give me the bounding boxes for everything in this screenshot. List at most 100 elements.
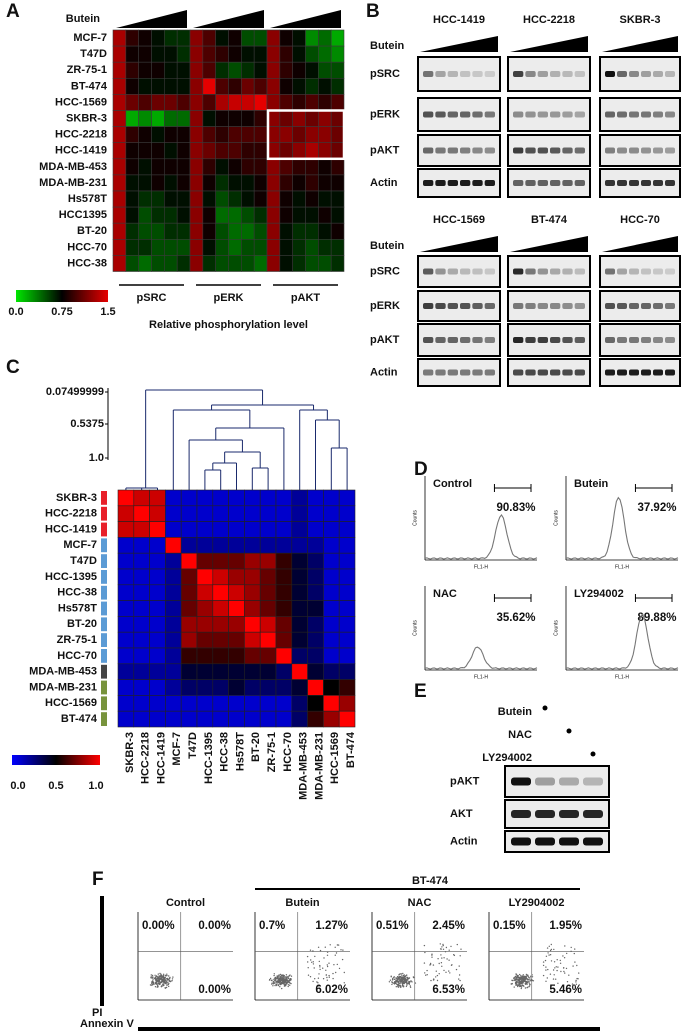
group-bar — [101, 617, 107, 632]
event-dot — [442, 948, 445, 950]
blot-band — [537, 180, 548, 186]
matrix-cell — [228, 600, 245, 617]
matrix-cell — [117, 600, 135, 617]
matrix-cell — [196, 521, 214, 538]
event-dot — [312, 961, 314, 963]
blot-band — [617, 303, 627, 309]
matrix-cell — [275, 521, 293, 538]
event-dot — [151, 974, 154, 977]
label: NAC — [408, 897, 432, 909]
heatmap-cell — [112, 239, 127, 256]
event-dot — [519, 985, 521, 988]
matrix-cell — [228, 616, 245, 633]
heatmap-cell — [125, 110, 139, 127]
label: MCF-7 — [73, 32, 107, 44]
event-dot — [559, 962, 562, 964]
label: HCC-1569 — [329, 732, 341, 784]
matrix-cell — [165, 647, 182, 665]
matrix-cell — [165, 521, 182, 538]
event-dot — [572, 965, 574, 967]
matrix-cell — [196, 679, 214, 696]
label: MCF-7 — [171, 732, 183, 766]
event-dot — [403, 982, 405, 985]
matrix-cell — [196, 489, 214, 507]
blot-band — [562, 303, 573, 309]
label: MCF-7 — [63, 539, 97, 551]
blot-band — [484, 111, 495, 118]
event-dot — [290, 978, 292, 980]
event-dot — [404, 977, 406, 980]
event-dot — [398, 978, 400, 980]
heatmap-cell — [138, 94, 152, 111]
event-dot — [557, 982, 559, 984]
blot-band — [513, 369, 524, 376]
event-dot — [160, 981, 162, 984]
label: 35.62% — [496, 612, 535, 624]
heatmap-cell — [215, 78, 229, 95]
event-dot — [286, 980, 289, 982]
event-dot — [328, 962, 330, 964]
heatmap-cell — [279, 206, 293, 224]
matrix-cell — [212, 647, 229, 665]
label: 5.46% — [549, 984, 582, 996]
heatmap-cell — [241, 142, 255, 160]
heatmap-cell — [138, 190, 152, 208]
event-dot — [151, 983, 153, 985]
heatmap-cell — [151, 174, 165, 192]
event-dot — [548, 945, 550, 947]
heatmap-cell — [228, 239, 242, 256]
label: HCC-1419 — [433, 14, 485, 26]
event-dot — [407, 982, 410, 985]
event-dot — [449, 972, 451, 974]
event-dot — [515, 984, 517, 986]
heatmap-cell — [279, 222, 293, 240]
heatmap-cell — [189, 174, 204, 192]
label: 90.83% — [496, 502, 535, 514]
matrix-cell — [196, 537, 214, 554]
event-dot — [426, 974, 428, 976]
event-dot — [276, 977, 278, 979]
blot-band — [562, 71, 573, 77]
event-dot — [426, 969, 428, 972]
blot-band — [484, 180, 495, 186]
matrix-cell — [228, 584, 245, 601]
label: MDA-MB-453 — [298, 732, 310, 800]
heatmap-cell — [241, 29, 255, 47]
label: ZR-75-1 — [57, 634, 97, 646]
event-dot — [441, 957, 443, 959]
event-dot — [334, 954, 336, 956]
event-dot — [575, 979, 577, 982]
heatmap-cell — [164, 29, 178, 47]
matrix-cell — [133, 663, 150, 680]
blot-band — [665, 111, 675, 118]
event-dot — [514, 983, 517, 985]
event-dot — [341, 958, 344, 961]
matrix-cell — [212, 663, 229, 680]
event-dot — [566, 981, 569, 983]
heatmap-cell — [241, 174, 255, 192]
event-dot — [516, 978, 518, 980]
matrix-cell — [117, 647, 135, 665]
matrix-cell — [212, 600, 229, 617]
event-dot — [571, 983, 574, 985]
event-dot — [393, 982, 395, 985]
event-dot — [325, 969, 327, 971]
matrix-cell — [117, 489, 135, 507]
label: pAKT — [370, 144, 400, 156]
matrix-cell — [180, 584, 198, 601]
event-dot — [388, 981, 391, 983]
event-dot — [563, 970, 565, 973]
matrix-cell — [149, 616, 166, 633]
event-dot — [402, 974, 405, 977]
heatmap-cell — [228, 255, 242, 272]
event-dot — [313, 967, 315, 969]
matrix-cell — [149, 631, 166, 649]
heatmap-cell — [164, 61, 178, 79]
event-dot — [156, 976, 159, 978]
group-bar — [101, 680, 107, 695]
heatmap-cell — [164, 222, 178, 240]
heatmap-cell — [112, 78, 127, 95]
heatmap-cell — [125, 239, 139, 256]
label: 0.51% — [376, 920, 409, 932]
blot-band — [525, 71, 536, 77]
